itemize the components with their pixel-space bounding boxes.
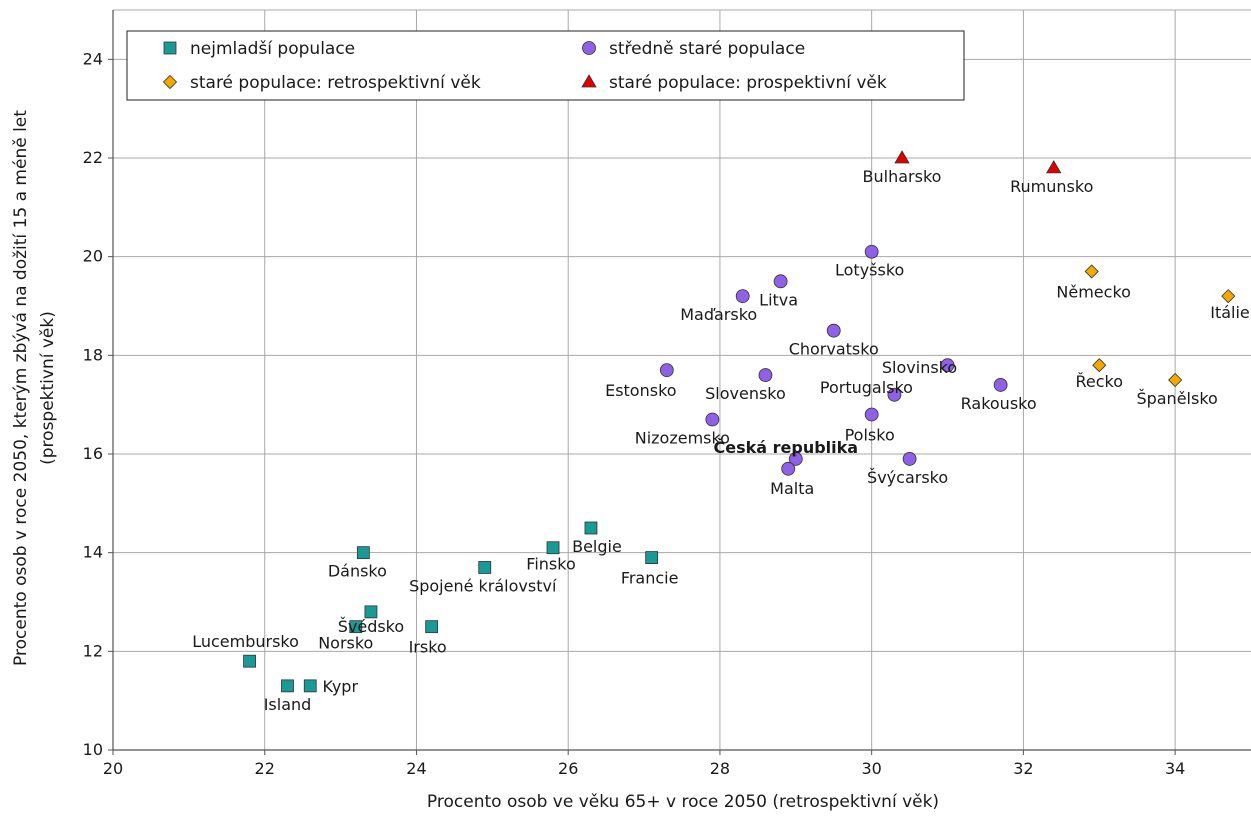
data-point-circle: [864, 407, 879, 422]
point-label: Spojené království: [409, 576, 557, 595]
y-tick-label: 18: [83, 345, 103, 364]
point-label: Portugalsko: [820, 378, 913, 397]
data-point-circle: [781, 461, 796, 476]
data-point-circle: [735, 289, 750, 304]
data-point-square: [425, 620, 439, 634]
y-tick-label: 10: [83, 740, 103, 759]
data-point-square: [243, 654, 256, 668]
point-label: Německo: [1056, 282, 1131, 301]
data-point-diamond: [1168, 372, 1183, 388]
data-point-square: [478, 561, 492, 574]
x-tick-label: 30: [861, 759, 881, 778]
point-label: Kypr: [322, 677, 358, 696]
data-point-circle: [659, 363, 674, 378]
legend-marker-diamond: [162, 74, 178, 90]
y-tick-label: 14: [83, 543, 103, 562]
point-label: Maďarsko: [680, 305, 757, 324]
y-tick-label: 16: [83, 444, 103, 463]
data-point-circle: [940, 358, 955, 373]
data-point-diamond: [1221, 289, 1236, 304]
data-point-diamond: [1084, 264, 1099, 279]
point-label: Slovinsko: [882, 358, 957, 377]
y-axis-title-line1: Procento osob v roce 2050, kterým zbývá …: [11, 110, 31, 666]
point-label: Polsko: [845, 426, 895, 445]
data-point-circle: [788, 452, 803, 466]
data-point-square: [584, 521, 598, 535]
data-point-square: [356, 546, 370, 560]
x-tick-label: 34: [1165, 759, 1185, 778]
data-point-square: [645, 551, 659, 564]
point-label: Dánsko: [328, 562, 387, 581]
x-tick-label: 24: [406, 759, 426, 778]
x-tick-label: 28: [710, 759, 730, 778]
point-label: Bulharsko: [863, 167, 942, 186]
point-label: Švédsko: [338, 617, 404, 636]
point-label: Česká republika: [714, 438, 859, 457]
data-point-triangle: [1046, 160, 1062, 174]
point-label: Švýcarsko: [867, 468, 948, 487]
data-points: [243, 150, 1236, 693]
legend-label: středně staré populace: [609, 39, 805, 59]
x-tick-label: 32: [1013, 759, 1033, 778]
point-label: Francie: [621, 569, 679, 588]
axes: [108, 10, 1251, 755]
data-point-circle: [773, 274, 788, 289]
data-point-square: [546, 541, 560, 555]
y-axis-title-line2: (prospektivní věk): [38, 311, 58, 465]
data-point-triangle: [894, 150, 910, 164]
data-point-square: [364, 605, 378, 619]
point-label: Slovensko: [705, 384, 786, 403]
data-point-circle: [902, 452, 917, 466]
point-label: Rumunsko: [1010, 177, 1093, 196]
legend-marker-circle: [582, 41, 596, 55]
x-tick-label: 26: [558, 759, 578, 778]
data-point-square: [281, 679, 294, 693]
legend-marker-triangle: [581, 74, 597, 88]
point-label: Rakousko: [961, 394, 1037, 413]
data-point-circle: [758, 368, 773, 382]
x-tick-label: 22: [255, 759, 275, 778]
legend-label: staré populace: retrospektivní věk: [190, 73, 481, 93]
x-tick-label: 20: [103, 759, 123, 778]
data-point-circle: [826, 323, 841, 338]
y-tick-labels: 10 12 14 16 18 20 22 24: [83, 49, 103, 759]
y-tick-label: 12: [83, 641, 103, 660]
point-label: Itálie: [1210, 303, 1250, 322]
point-label: Španělsko: [1136, 389, 1217, 408]
y-tick-label: 20: [83, 247, 103, 266]
y-tick-label: 24: [83, 49, 103, 68]
point-label: Norsko: [318, 634, 373, 653]
point-label: Nizozemsko: [635, 428, 730, 447]
point-label: Island: [264, 695, 312, 714]
point-label: Lotyšsko: [835, 261, 904, 280]
point-label: Řecko: [1076, 372, 1124, 391]
legend-marker-square: [163, 41, 177, 55]
data-point-square: [349, 620, 363, 634]
data-point-circle: [864, 244, 879, 259]
point-label: Chorvatsko: [789, 340, 879, 359]
legend-label: staré populace: prospektivní věk: [609, 73, 887, 93]
y-tick-label: 22: [83, 148, 103, 167]
point-label: Lucembursko: [192, 632, 299, 651]
point-label: Malta: [770, 479, 814, 498]
point-label: Estonsko: [605, 381, 676, 400]
x-axis-title: Procento osob ve věku 65+ v roce 2050 (r…: [427, 792, 939, 812]
point-label: Irsko: [409, 638, 447, 657]
point-label: Finsko: [526, 555, 575, 574]
data-point-circle: [887, 387, 902, 402]
data-point-circle: [993, 378, 1008, 392]
data-point-square: [303, 679, 317, 693]
point-label: Litva: [759, 290, 798, 309]
data-point-circle: [705, 412, 720, 427]
data-point-diamond: [1092, 358, 1107, 373]
legend-box: [126, 30, 965, 101]
legend-label: nejmladší populace: [190, 39, 355, 59]
legend: nejmladší populace středně staré populace…: [126, 30, 965, 101]
x-tick-labels: 20 22 24 26 28 30 32 34: [103, 759, 1185, 778]
point-label: Belgie: [572, 537, 622, 556]
point-labels: Lucembursko Island Kypr Dánsko ŠvédskoNorsko…: [192, 167, 1250, 714]
